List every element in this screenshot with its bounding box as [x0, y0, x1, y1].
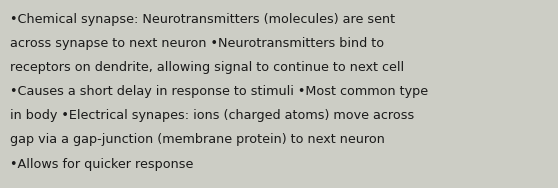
Text: •Causes a short delay in response to stimuli •Most common type: •Causes a short delay in response to sti… — [10, 85, 428, 98]
Text: across synapse to next neuron •Neurotransmitters bind to: across synapse to next neuron •Neurotran… — [10, 37, 384, 50]
Text: •Chemical synapse: Neurotransmitters (molecules) are sent: •Chemical synapse: Neurotransmitters (mo… — [10, 13, 395, 26]
Text: •Allows for quicker response: •Allows for quicker response — [10, 158, 194, 171]
Text: in body •Electrical synapes: ions (charged atoms) move across: in body •Electrical synapes: ions (charg… — [10, 109, 414, 122]
Text: gap via a gap-junction (membrane protein) to next neuron: gap via a gap-junction (membrane protein… — [10, 133, 385, 146]
Text: receptors on dendrite, allowing signal to continue to next cell: receptors on dendrite, allowing signal t… — [10, 61, 404, 74]
